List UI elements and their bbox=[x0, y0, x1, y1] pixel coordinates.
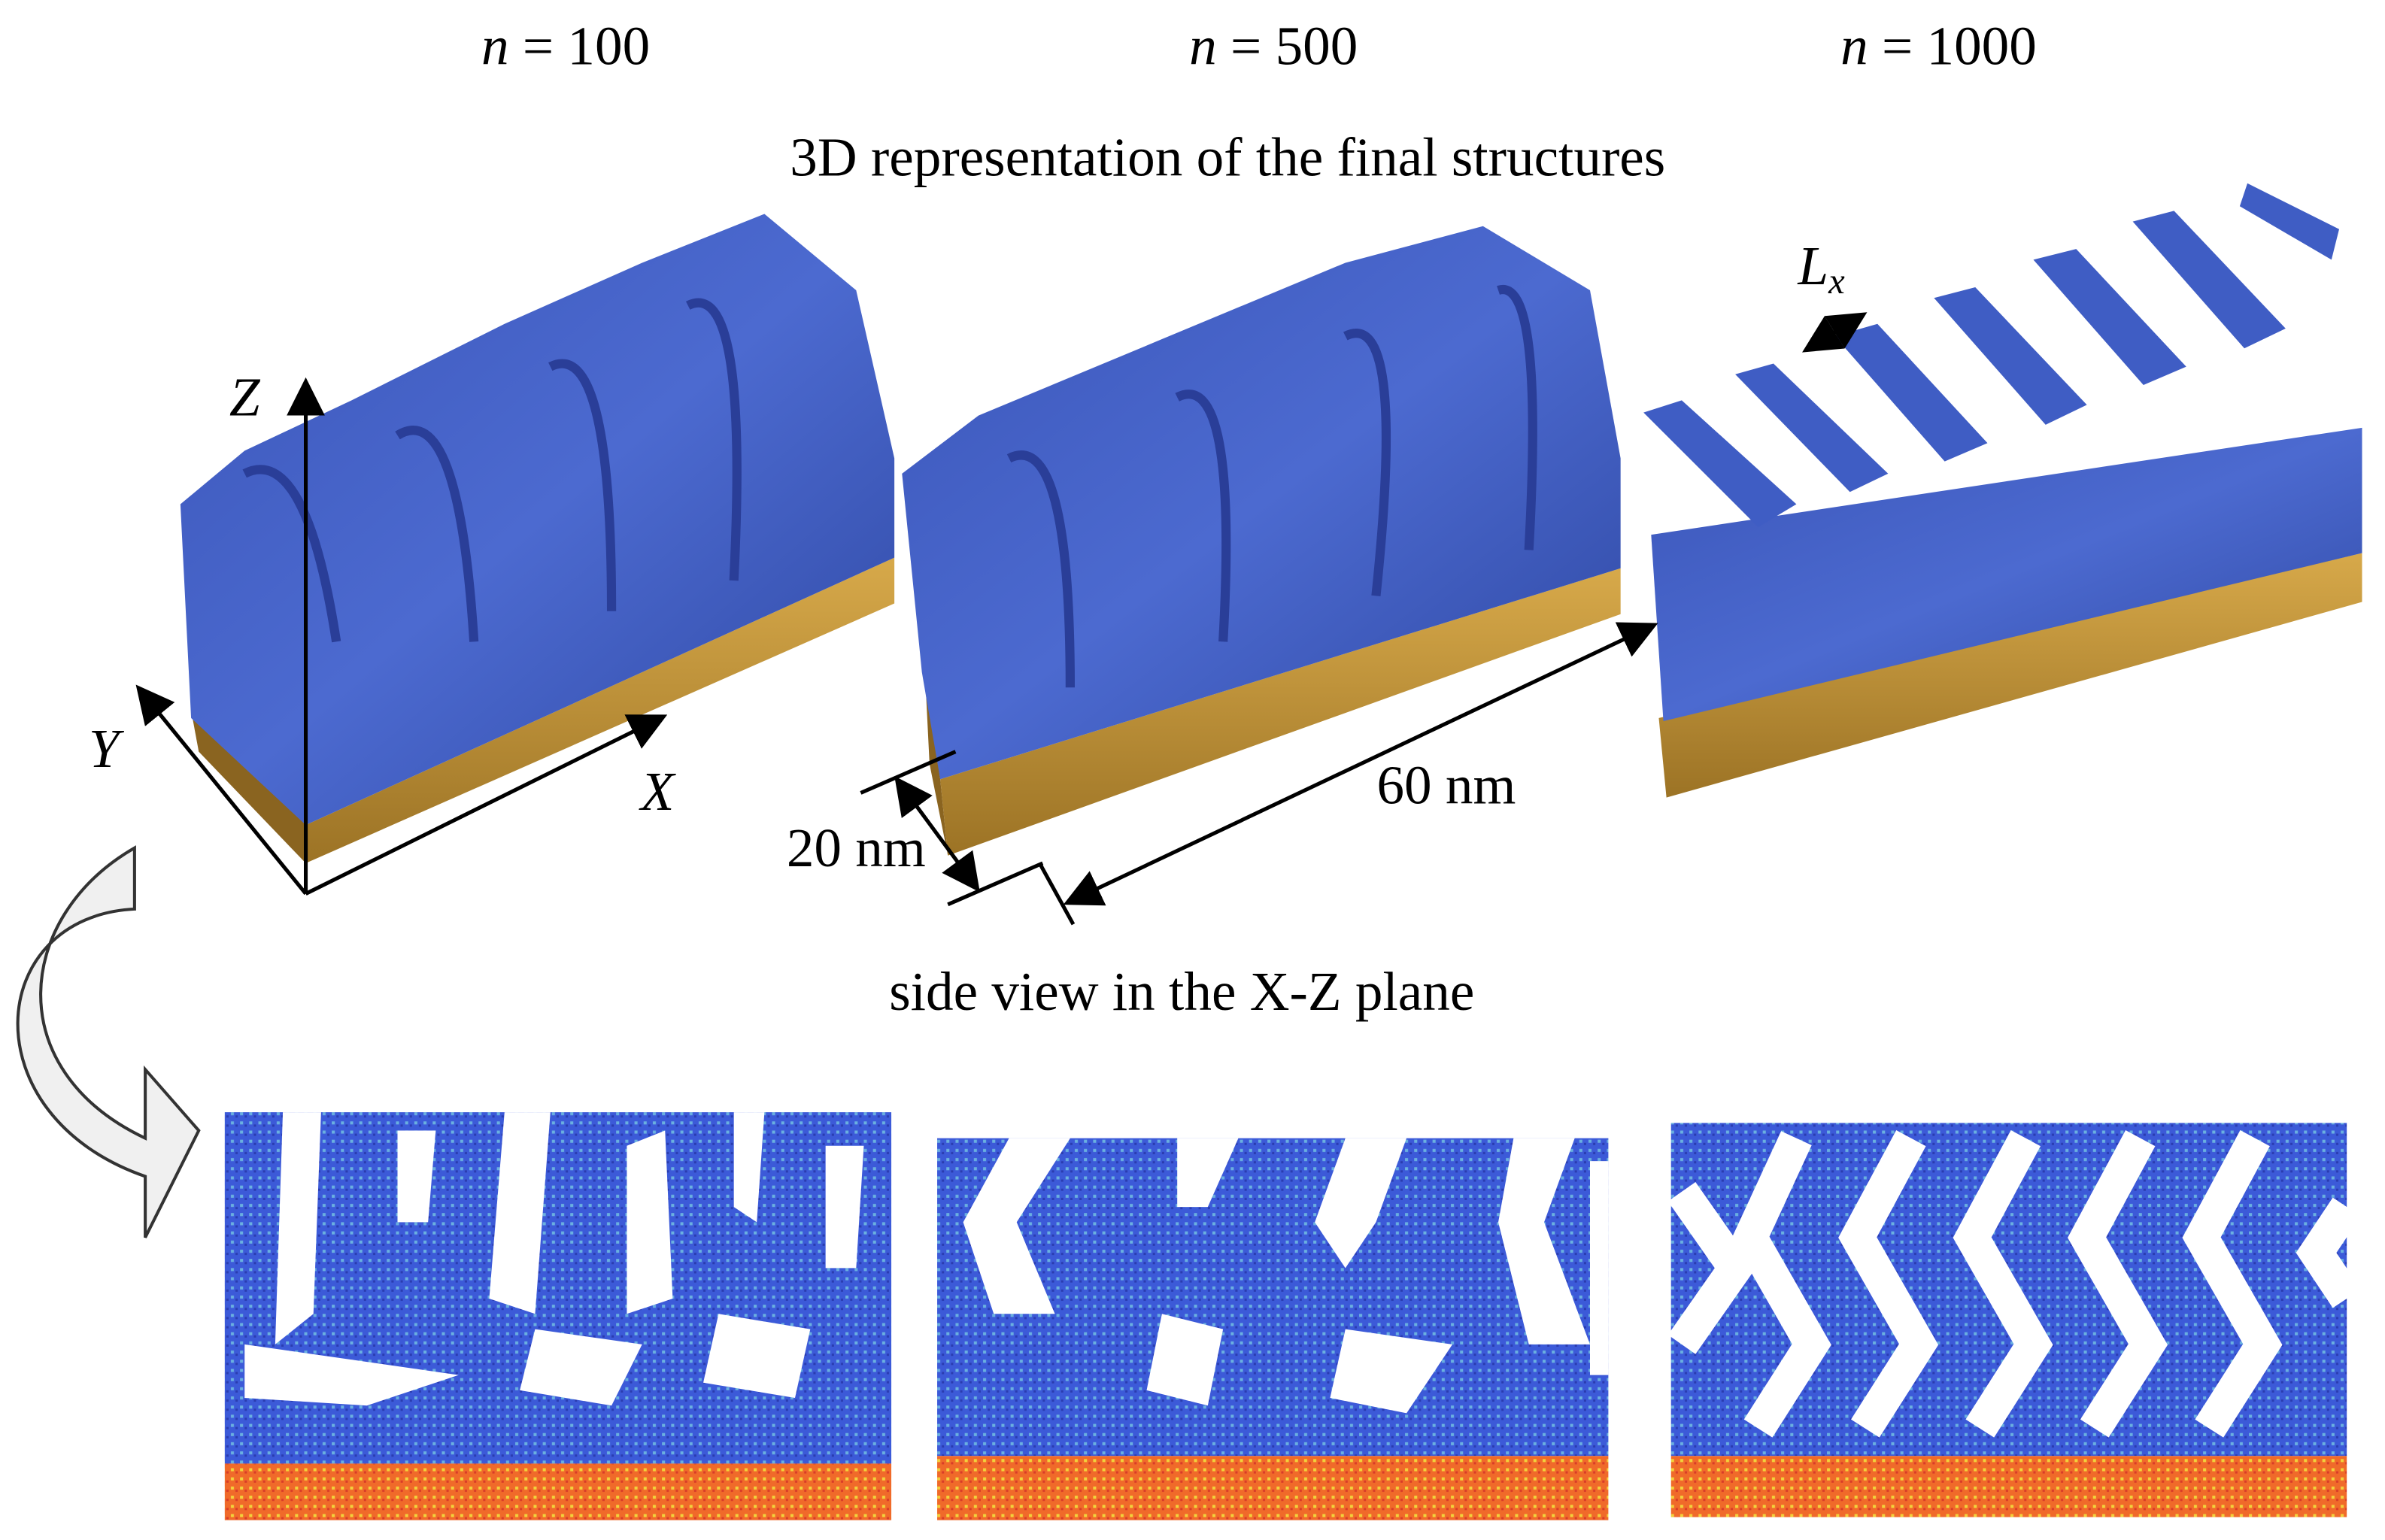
shape bbox=[1315, 1138, 1407, 1269]
structure-3d bbox=[1643, 183, 2362, 798]
axis-arrow bbox=[305, 714, 668, 896]
shape bbox=[224, 1463, 892, 1520]
shape bbox=[1838, 1130, 1939, 1438]
axis-label: Y bbox=[89, 718, 125, 779]
label-part: n bbox=[481, 15, 509, 76]
label-part: n bbox=[1189, 15, 1217, 76]
shape bbox=[1658, 553, 2362, 798]
shape bbox=[180, 214, 895, 826]
shape bbox=[703, 1314, 811, 1399]
shape bbox=[244, 1112, 864, 1406]
axis-label: Z bbox=[229, 367, 261, 428]
shape bbox=[627, 1130, 673, 1314]
dimension-label: 60 nm bbox=[1376, 755, 1516, 816]
label-part: = 500 bbox=[1230, 15, 1358, 76]
shape bbox=[244, 1344, 459, 1406]
dimension-arrow bbox=[894, 776, 980, 893]
side-view bbox=[1667, 1123, 2361, 1517]
label-part: x bbox=[1828, 261, 1845, 302]
shape bbox=[191, 710, 306, 863]
label-part: = 100 bbox=[523, 15, 650, 76]
axis-label: X bbox=[639, 761, 677, 822]
panel-label: n = 100 bbox=[481, 15, 650, 76]
label-part: n bbox=[1840, 15, 1868, 76]
shape bbox=[275, 1112, 321, 1344]
shape bbox=[2068, 1130, 2168, 1438]
shape bbox=[397, 1130, 436, 1223]
shape bbox=[1731, 1131, 1831, 1438]
shape bbox=[937, 1456, 1609, 1520]
shape bbox=[937, 1138, 1609, 1457]
structure-3d bbox=[180, 214, 895, 863]
panel-label: n = 1000 bbox=[1840, 15, 2037, 76]
shape bbox=[1006, 284, 1537, 688]
shape bbox=[1498, 1138, 1590, 1344]
axis-arrow bbox=[135, 684, 308, 896]
shape bbox=[520, 1329, 642, 1406]
section-title: 3D representation of the final structure… bbox=[790, 127, 1665, 188]
shape bbox=[1953, 1130, 2053, 1438]
shape bbox=[1590, 1161, 1609, 1375]
shape bbox=[1146, 1314, 1224, 1406]
shape bbox=[963, 1138, 1609, 1414]
side-view bbox=[224, 1112, 892, 1520]
dimension-line bbox=[860, 750, 957, 795]
shape bbox=[305, 557, 895, 863]
shape bbox=[2182, 1130, 2283, 1438]
period-arrow bbox=[1802, 312, 1868, 353]
shape bbox=[1651, 427, 2362, 721]
shape bbox=[1177, 1138, 1239, 1208]
side-view bbox=[937, 1138, 1609, 1520]
section-title: side view in the X-Z plane bbox=[889, 961, 1474, 1022]
period-label: Lx bbox=[1797, 235, 1845, 302]
panel-label: n = 500 bbox=[1189, 15, 1358, 76]
label-part: = 1000 bbox=[1882, 15, 2037, 76]
label-part: L bbox=[1797, 235, 1828, 296]
shape bbox=[733, 1112, 765, 1223]
dimension-arrow bbox=[1063, 622, 1658, 906]
shape bbox=[242, 298, 742, 643]
shape bbox=[2033, 249, 2186, 385]
shape bbox=[1667, 1181, 1756, 1354]
shape bbox=[1934, 286, 2087, 425]
dimension-line bbox=[947, 861, 1044, 907]
transition-arrow bbox=[16, 845, 201, 1238]
shape bbox=[224, 1112, 892, 1464]
dimension-label: 20 nm bbox=[787, 817, 926, 878]
shape bbox=[489, 1112, 551, 1314]
shape bbox=[1735, 363, 1889, 493]
shape bbox=[2239, 183, 2340, 260]
shape bbox=[963, 1138, 1070, 1314]
shape bbox=[1330, 1329, 1453, 1414]
shape bbox=[1834, 323, 1988, 462]
shape bbox=[1643, 400, 1797, 527]
shape bbox=[2295, 1197, 2361, 1308]
dimension-line bbox=[1038, 862, 1076, 926]
shape bbox=[825, 1145, 864, 1269]
shape bbox=[1667, 1130, 2361, 1438]
shape bbox=[1670, 1456, 2347, 1517]
shape bbox=[1643, 183, 2340, 527]
shape bbox=[2132, 211, 2286, 349]
